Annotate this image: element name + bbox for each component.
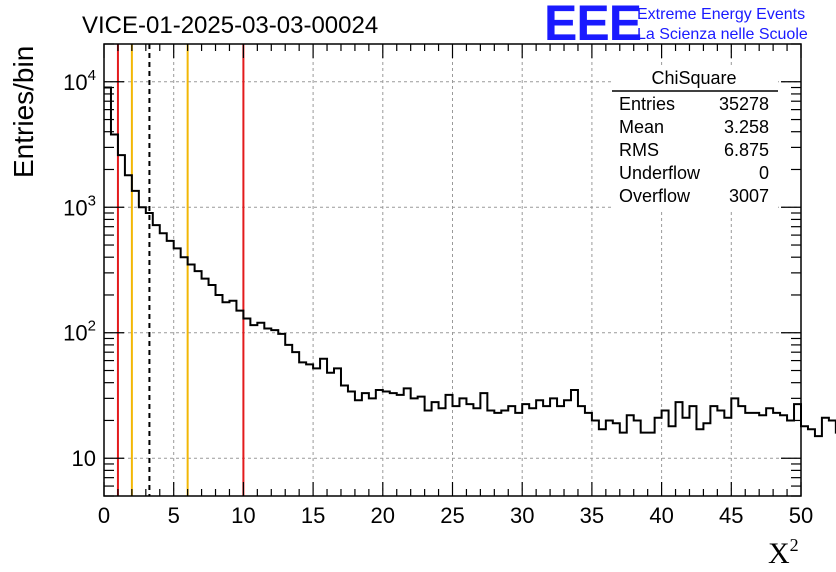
y-tick-label: 103	[63, 192, 96, 220]
x-tick-label: 0	[98, 503, 110, 528]
y-tick-label: 102	[63, 318, 96, 346]
x-tick-label: 5	[168, 503, 180, 528]
x-tick-label: 35	[580, 503, 604, 528]
stats-label-mean: Mean	[619, 117, 664, 137]
stats-label-rms: RMS	[619, 140, 659, 160]
y-tick-label: 10	[72, 446, 96, 471]
stats-label-entries: Entries	[619, 94, 675, 114]
cut-lines	[116, 44, 245, 496]
stats-box: ChiSquare Entries 35278 Mean 3.258 RMS 6…	[612, 67, 778, 212]
stats-value-overflow: 3007	[729, 186, 769, 206]
x-axis-label-sup: 2	[790, 535, 799, 555]
stats-title: ChiSquare	[651, 68, 736, 88]
x-tick-label: 30	[510, 503, 534, 528]
y-tick-label: 104	[63, 67, 96, 95]
brand-line-2: La Scienza nelle Scuole	[637, 26, 808, 43]
x-tick-label: 10	[231, 503, 255, 528]
x-tick-label: 45	[719, 503, 743, 528]
stats-value-underflow: 0	[759, 163, 769, 183]
grid	[104, 44, 801, 496]
x-tick-label: 50	[789, 503, 813, 528]
chart-title: VICE-01-2025-03-03-00024	[82, 12, 378, 39]
brand-line-1: Extreme Energy Events	[637, 6, 805, 23]
y-axis-label: Entries/bin	[8, 46, 39, 178]
x-tick-label: 25	[440, 503, 464, 528]
x-tick-label: 40	[649, 503, 673, 528]
x-axis-label-base: X	[768, 537, 790, 570]
histogram-line	[104, 86, 836, 438]
stats-value-mean: 3.258	[724, 117, 769, 137]
eee-logo: EEE	[544, 0, 641, 51]
axes: 0 5 10 15 20 25 30 35 40 45 50 104 103 102 10	[63, 43, 813, 528]
x-tick-label: 15	[301, 503, 325, 528]
x-axis-label: X2	[768, 535, 799, 570]
histogram-series	[104, 86, 836, 438]
stats-value-entries: 35278	[719, 94, 769, 114]
stats-label-underflow: Underflow	[619, 163, 701, 183]
stats-label-overflow: Overflow	[619, 186, 691, 206]
x-tick-label: 20	[371, 503, 395, 528]
stats-value-rms: 6.875	[724, 140, 769, 160]
